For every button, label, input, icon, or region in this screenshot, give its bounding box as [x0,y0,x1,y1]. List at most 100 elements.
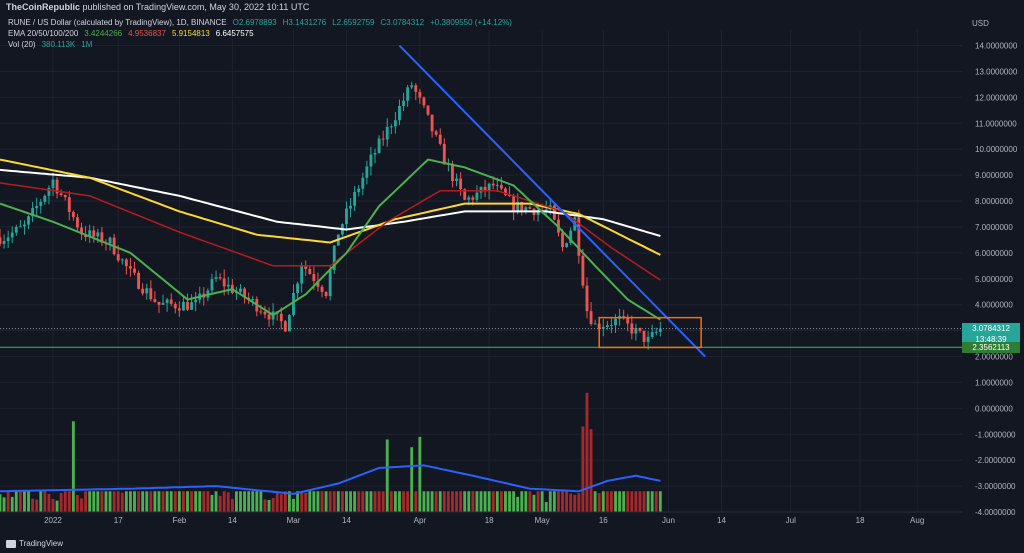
volume-bar [658,491,662,512]
volume-bar [646,491,650,512]
time-tick-label: 16 [599,516,608,525]
candle-up [31,208,35,217]
volume-bar [540,491,544,512]
candle-up [51,179,55,188]
candle-up [658,328,662,332]
time-tick-label: May [535,516,550,525]
candle-down [71,211,75,218]
candle-down [92,230,96,237]
volume-bar [165,491,169,512]
volume-bar [51,499,55,512]
candle-up [161,302,165,305]
candle-down [222,278,226,287]
volume-bar [398,491,401,512]
candle-up [214,277,218,279]
volume-bar [173,491,177,512]
candle-down [0,237,2,244]
candle-down [263,311,267,315]
volume-bar [239,491,242,512]
tradingview-brand: TradingView [19,539,64,548]
price-tick-label: 7.0000000 [975,223,1013,232]
volume-ma-line [0,464,661,495]
candle-down [218,277,222,279]
candle-up [361,177,365,189]
volume-bar [451,491,454,512]
publish-info: TheCoinRepublic published on TradingView… [6,2,309,12]
candle-up [614,318,617,326]
volume-bar [137,491,141,512]
volume-bar [108,491,112,512]
chart-legend: RUNE / US Dollar (calculated by TradingV… [8,17,512,50]
volume-bar [14,491,18,512]
volume-bar [504,491,507,512]
candle-down [308,268,312,275]
candle-down [304,266,308,269]
ema-indicator-label[interactable]: EMA 20/50/100/200 [8,29,79,38]
volume-bar [463,491,467,512]
volume-bar [455,491,458,512]
volume-bar [190,491,194,512]
publish-text: published on TradingView.com, May 30, 20… [82,2,310,12]
time-tick-label: Aug [910,516,924,525]
volume-bar [605,491,609,512]
volume-bar [353,491,357,512]
candle-down [133,268,136,273]
candle-down [100,232,104,243]
candle-up [182,301,185,311]
volume-bar [471,491,475,512]
volume-bar [283,491,287,512]
volume-bar [479,491,483,512]
volume-bar [610,491,613,512]
consolidation-box [598,316,702,349]
price-tick-label: 12.0000000 [975,93,1018,102]
volume-bar [67,491,71,512]
candle-down [414,85,418,92]
time-tick-label: 14 [717,516,726,525]
tradingview-footer[interactable]: TradingView [6,539,63,548]
symbol-title[interactable]: RUNE / US Dollar (calculated by TradingV… [8,18,227,27]
volume-bar [324,491,328,512]
time-tick-label: Jul [786,516,796,525]
candle-down [642,330,646,342]
volume-bar [80,498,83,512]
tradingview-logo-icon [6,539,16,548]
volume-indicator-label[interactable]: Vol (20) [8,40,36,49]
volume-bar [520,491,524,512]
candle-up [373,152,377,155]
volume-bar [267,499,271,512]
ohlc-low: L2.6592759 [332,18,375,27]
last-price-value: 3.0784312 [972,323,1010,333]
candle-up [385,126,389,140]
candle-down [243,288,247,298]
ohlc-change: +0.3809550 (+14.12%) [430,18,512,27]
candle-down [186,301,189,310]
candle-up [634,327,638,334]
candle-down [508,195,511,197]
volume-bar [275,491,279,512]
volume-bar [35,499,39,512]
candle-down [116,254,120,261]
candle-up [14,226,18,233]
volume-bar [27,491,30,512]
volume-bar [487,491,491,512]
volume-bar [243,491,247,512]
time-tick-label: Mar [287,516,301,525]
candle-up [410,85,414,88]
candle-down [638,327,642,331]
candle-down [434,131,438,135]
candle-up [47,187,51,196]
price-levels [0,328,962,348]
publisher-name[interactable]: TheCoinRepublic [6,2,80,12]
volume-bar [296,491,299,512]
candle-down [451,163,454,181]
volume-bar [308,491,312,512]
candle-down [324,291,328,297]
volume-ma-value: 1M [81,40,93,49]
candle-down [316,280,320,287]
candle-up [353,191,357,206]
candle-up [536,210,540,215]
volume-bar [88,491,92,512]
candle-down [137,272,141,289]
candle-up [516,202,520,212]
